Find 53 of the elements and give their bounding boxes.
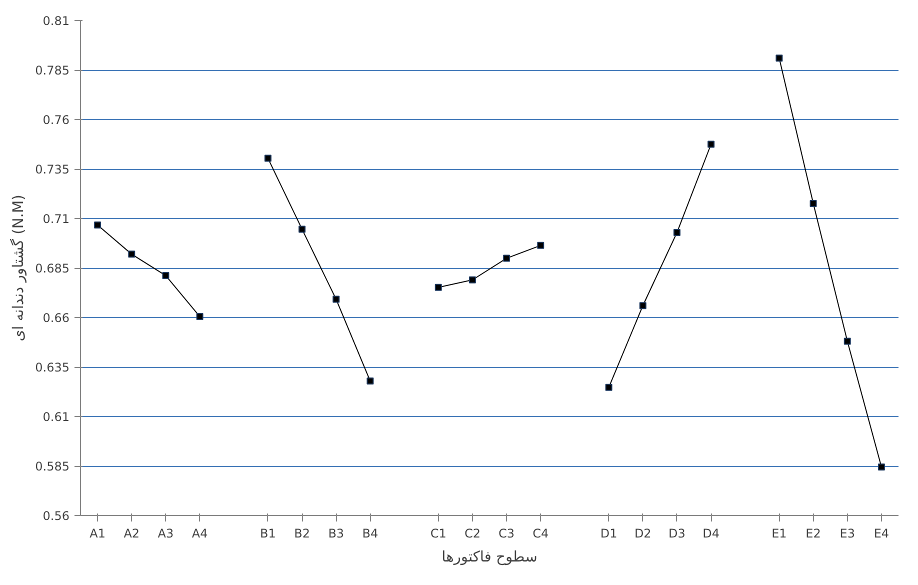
x-tick-label: A1 [90,526,106,540]
point [332,296,340,303]
y-tick-label: 0.785 [35,64,70,78]
x-tick-label: B2 [294,526,310,540]
y-tick-label: 0.735 [35,162,70,176]
y-axis-title: گشتاور دندانه ای (N.M) [9,194,28,342]
x-tick-label: B4 [362,526,378,540]
x-tick-label: E2 [806,526,821,540]
y-tick-label: 0.76 [42,113,70,127]
point [810,200,817,207]
point [503,254,510,262]
x-tick-label: C2 [464,526,480,540]
point [128,250,136,258]
x-tick-label: E3 [840,526,855,540]
point [162,272,170,280]
x-tick-label: D2 [634,526,652,540]
x-tick-label: A4 [192,526,208,540]
y-tick-label: 0.585 [35,460,70,474]
point [776,54,783,62]
point [844,338,851,345]
point [264,154,272,162]
x-tick-label: D1 [600,526,618,540]
x-tick-label: B3 [328,526,344,540]
point [434,284,442,291]
x-tick-label: A2 [124,526,140,540]
x-axis-title: سطوح فاکتورها [442,548,538,566]
x-tick-label: C3 [498,526,515,540]
x-tick-label: D3 [668,526,686,540]
point [94,222,102,229]
y-tick-label: 0.685 [35,262,70,276]
x-tick-label: B1 [260,526,276,540]
point [673,229,680,236]
y-tick-label: 0.61 [42,410,70,424]
y-tick-label: 0.56 [42,509,70,523]
y-tick-label: 0.635 [35,360,70,374]
y-tick-label: 0.81 [42,14,70,28]
x-tick-label: C1 [430,526,446,540]
point [708,140,715,148]
point [298,226,306,233]
x-tick-label: D4 [702,526,720,540]
x-tick-label: C4 [532,526,549,540]
point [878,463,885,470]
x-tick-label: E1 [772,526,787,540]
y-tick-label: 0.66 [42,311,70,325]
point [639,302,646,310]
point [537,242,544,249]
x-tick-label: E4 [874,526,890,540]
y-tick-label: 0.71 [42,212,70,226]
point [605,384,612,391]
point [366,378,374,385]
x-tick-label: A3 [158,526,174,540]
point [196,313,204,320]
point [468,276,476,284]
